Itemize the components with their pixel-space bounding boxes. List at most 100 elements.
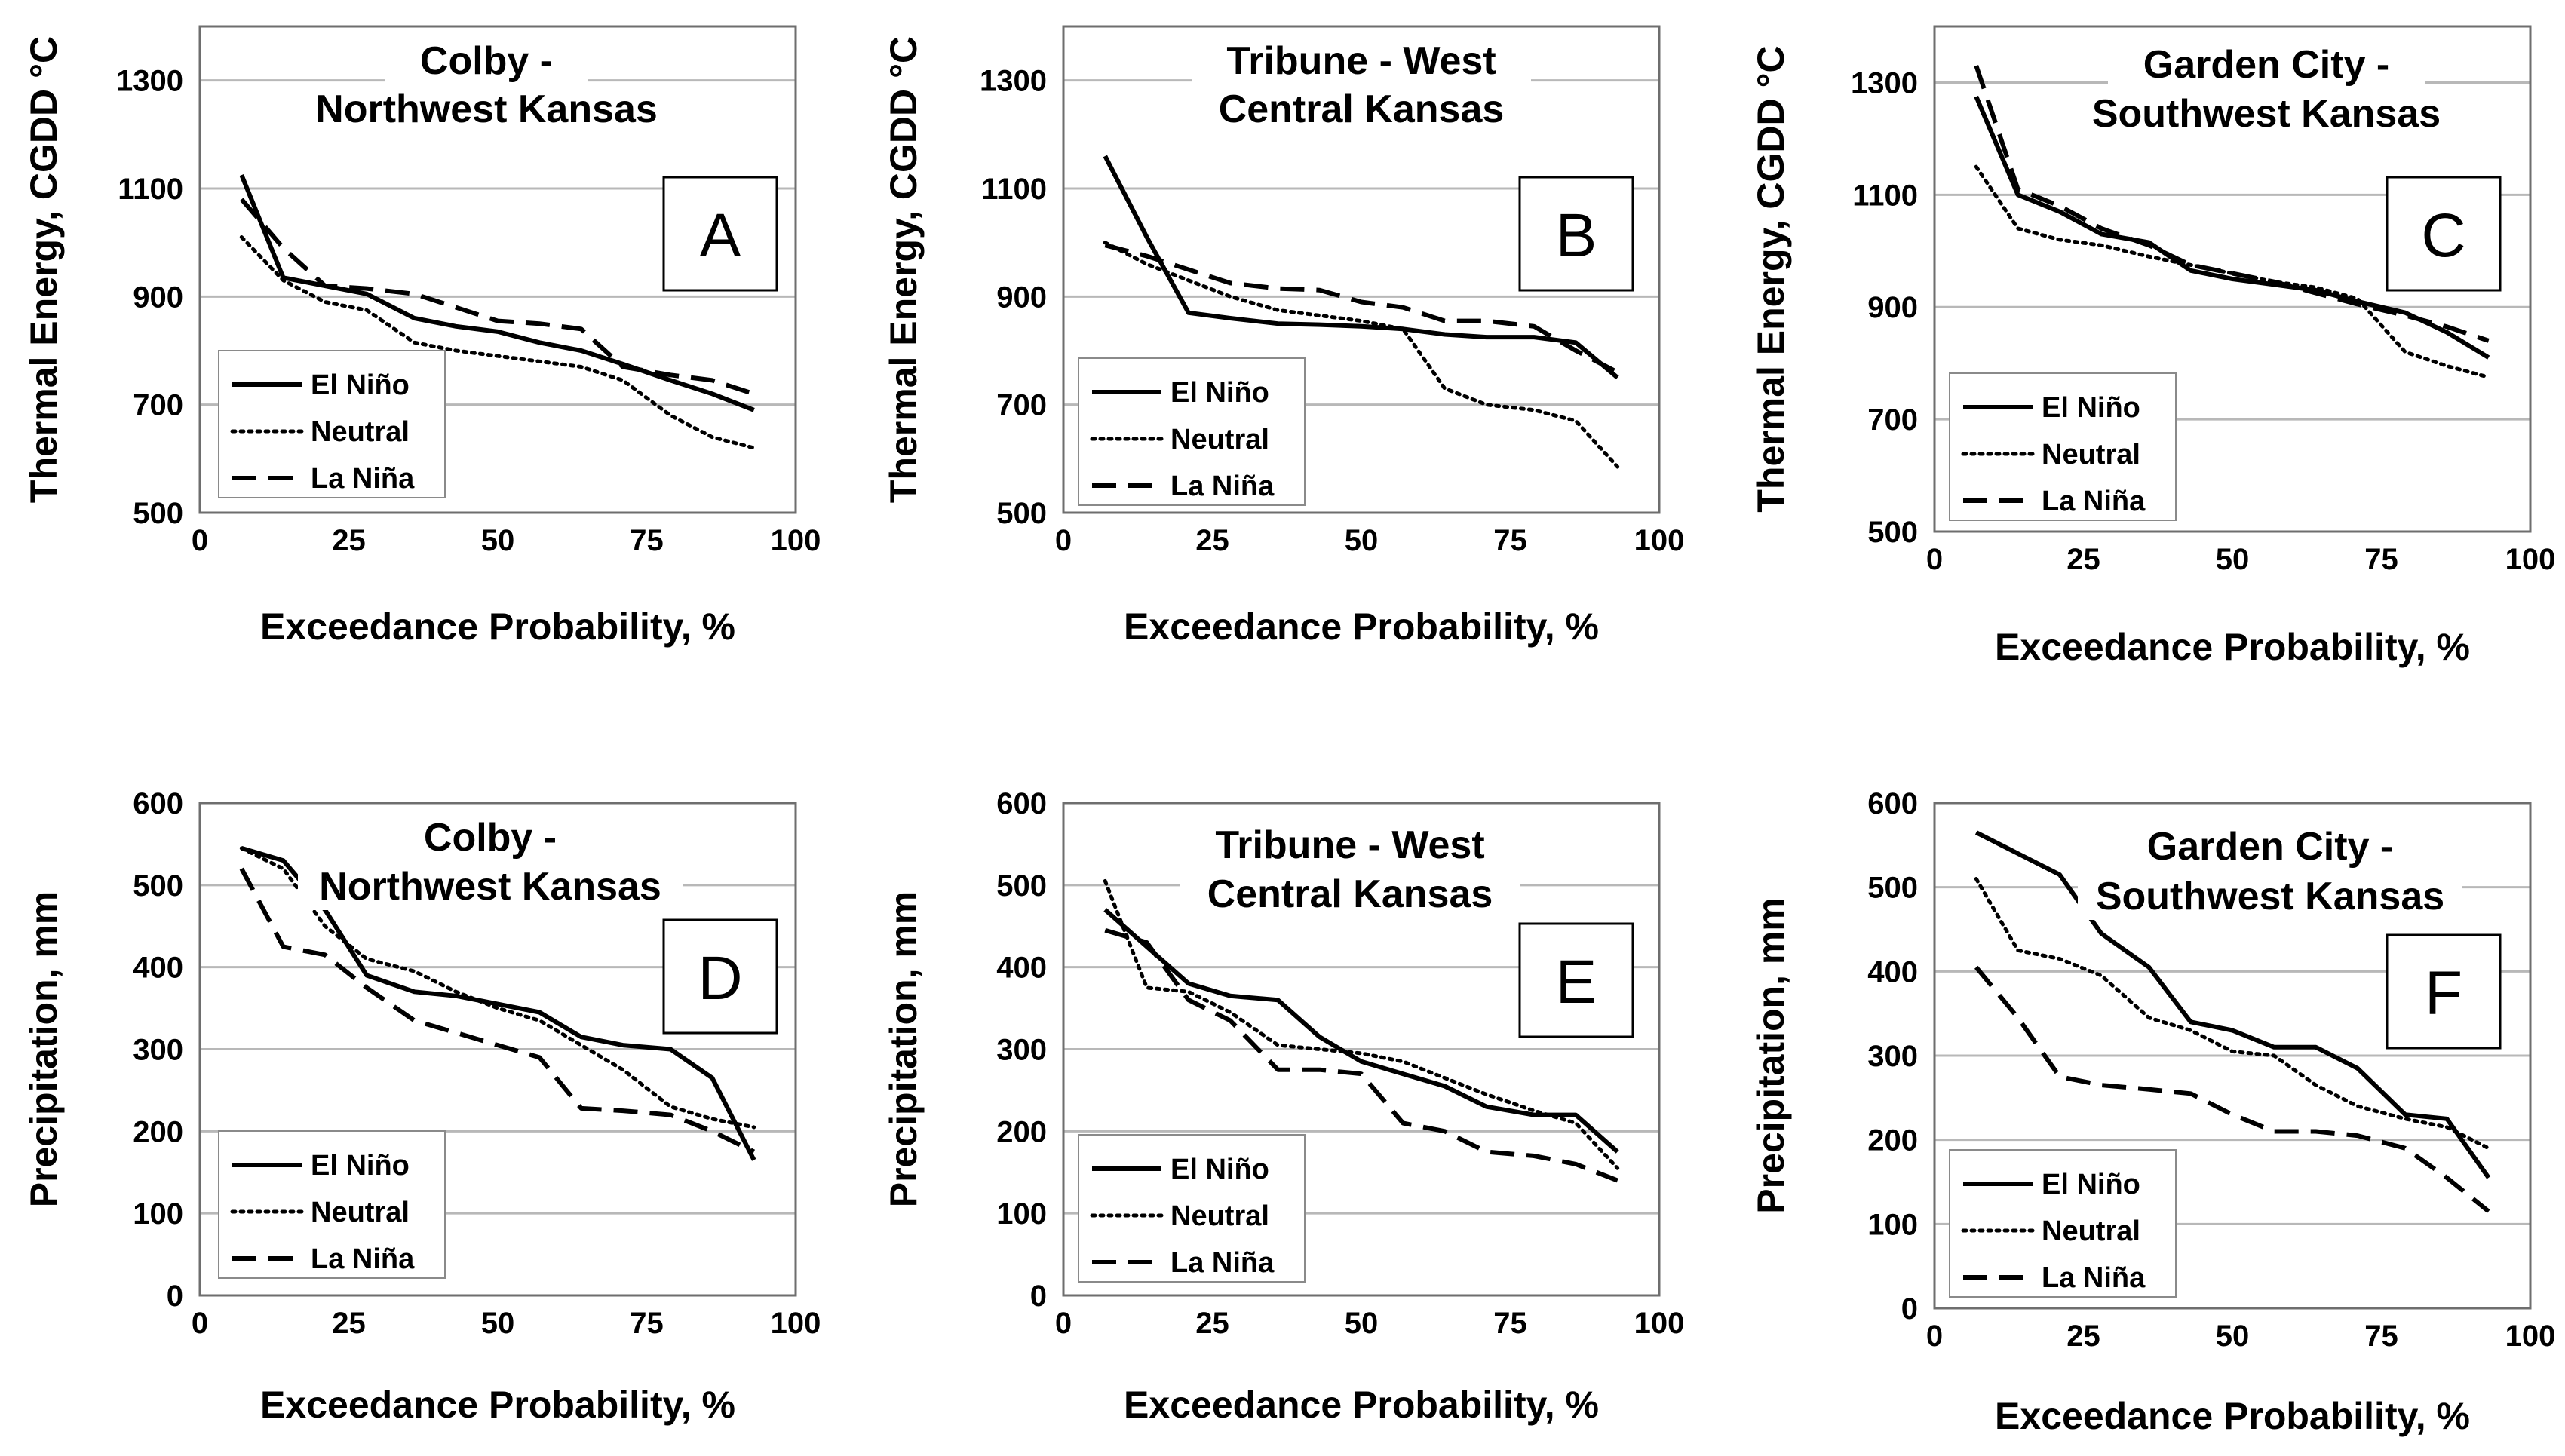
y-tick-label: 1100 — [1852, 179, 1918, 212]
y-tick-label: 400 — [133, 952, 183, 985]
series-line-dashed — [1104, 927, 1618, 1183]
x-axis-label: Exceedance Probability, % — [1124, 605, 1599, 648]
series-line-solid — [1974, 830, 2491, 1179]
panel-letter: F — [2425, 959, 2462, 1028]
legend-label: Neutral — [311, 1197, 410, 1228]
x-tick-label: 75 — [2364, 543, 2398, 576]
legend: El Niño Neutral La Niña — [1949, 372, 2177, 521]
legend: El Niño Neutral La Niña — [218, 1130, 446, 1279]
panel-e: 0 100 200 300 400 500 600 0 25 50 75 100 Exceedance … — [882, 787, 1684, 1426]
plot-frame — [1062, 802, 1661, 1297]
x-tick-label: 100 — [1634, 1307, 1685, 1340]
legend-label: Neutral — [311, 416, 410, 448]
y-axis-label: Precipitation, mm — [1750, 897, 1792, 1214]
y-axis-label: Thermal Energy, CGDD °C — [1750, 45, 1792, 512]
series-line-dotted — [1103, 241, 1620, 469]
legend: El Niño Neutral La Niña — [1078, 1134, 1306, 1283]
panel-c: 500 700 900 1100 1300 0 25 50 75 100 Exceedance Pr… — [1750, 25, 2555, 668]
y-tick-label: 500 — [996, 497, 1047, 530]
legend-label: Neutral — [2042, 1215, 2140, 1247]
panel-letter-box — [2386, 933, 2502, 1050]
panel-letter-box — [1518, 176, 1634, 292]
legend-box — [218, 350, 446, 498]
legend-label: El Niño — [2042, 1169, 2140, 1200]
title-backing — [2074, 92, 2459, 137]
x-tick-label: 100 — [771, 1307, 821, 1340]
panel-b: 500 700 900 1100 1300 0 25 50 75 100 Exceedance Pr… — [882, 25, 1685, 648]
panel-letter-box — [662, 176, 778, 292]
y-tick-label: 600 — [133, 787, 183, 820]
y-tick-label: 900 — [133, 280, 183, 314]
title-backing — [2078, 875, 2462, 920]
x-tick-label: 100 — [1634, 524, 1685, 557]
y-tick-label: 100 — [1867, 1208, 1918, 1241]
x-tick-label: 50 — [1345, 1307, 1379, 1340]
x-tick-label: 50 — [481, 524, 515, 557]
y-tick-label: 1300 — [980, 65, 1047, 98]
chart-title-line: Tribune - West — [1226, 39, 1496, 83]
series-line-dashed — [1104, 243, 1619, 375]
series-line-dotted — [1103, 878, 1620, 1170]
x-axis-label: Exceedance Probability, % — [260, 1384, 735, 1426]
x-tick-label: 75 — [1493, 524, 1527, 557]
legend-label: El Niño — [311, 369, 410, 401]
plot-frame — [1062, 25, 1661, 514]
series-line-solid — [1974, 95, 2490, 360]
title-backing — [294, 87, 679, 133]
chart-title-line: Garden City - — [2143, 43, 2390, 87]
legend-label: Neutral — [1171, 1200, 1269, 1232]
y-tick-label: 500 — [996, 869, 1047, 903]
panel-letter: A — [700, 201, 741, 270]
legend-box — [1949, 1149, 2177, 1298]
y-tick-label: 700 — [996, 389, 1047, 422]
x-tick-label: 75 — [630, 1307, 664, 1340]
x-tick-label: 75 — [630, 524, 664, 557]
title-backing — [388, 816, 592, 861]
y-tick-label: 400 — [996, 952, 1047, 985]
chart-title-line: Tribune - West — [1215, 823, 1484, 867]
y-tick-label: 500 — [1867, 516, 1918, 549]
y-tick-label: 200 — [996, 1115, 1047, 1148]
chart-title-line: Garden City - — [2147, 825, 2394, 869]
y-tick-label: 700 — [1867, 403, 1918, 437]
legend-label: Neutral — [1171, 424, 1269, 455]
y-tick-label: 1100 — [981, 173, 1047, 206]
x-tick-label: 50 — [2216, 543, 2250, 576]
y-tick-label: 300 — [996, 1034, 1047, 1067]
legend-label: El Niño — [311, 1150, 410, 1182]
x-tick-label: 25 — [2066, 543, 2100, 576]
legend-label: La Niña — [1171, 471, 1275, 502]
x-tick-label: 0 — [1055, 1307, 1072, 1340]
series-line-solid — [1103, 155, 1619, 380]
legend-box — [1078, 357, 1306, 506]
y-tick-label: 0 — [1901, 1292, 1918, 1326]
legend-box — [1949, 372, 2177, 521]
panel-a: 500 700 900 1100 1300 0 25 50 75 100 Exceedance Pr… — [23, 25, 821, 648]
panel-letter-box — [1518, 922, 1634, 1038]
y-tick-label: 100 — [996, 1197, 1047, 1231]
x-tick-label: 25 — [1195, 1307, 1229, 1340]
x-tick-label: 0 — [192, 1307, 208, 1340]
x-tick-label: 25 — [2066, 1320, 2100, 1353]
chart-title-line: Southwest Kansas — [2096, 875, 2444, 918]
panel-letter-box — [2386, 176, 2502, 292]
plot-frame — [1933, 25, 2532, 533]
title-backing — [298, 865, 683, 910]
series-line-dotted — [239, 235, 756, 450]
legend-label: El Niño — [2042, 392, 2140, 424]
series-line-solid — [1103, 908, 1619, 1154]
plot-frame — [198, 802, 797, 1297]
y-tick-label: 200 — [133, 1115, 183, 1148]
x-tick-label: 100 — [2505, 1320, 2556, 1353]
x-tick-label: 50 — [2216, 1320, 2250, 1353]
legend: El Niño Neutral La Niña — [1949, 1149, 2177, 1298]
x-tick-label: 0 — [1926, 543, 1943, 576]
legend-label: La Niña — [2042, 486, 2146, 517]
title-backing — [2112, 825, 2428, 870]
legend-label: Neutral — [2042, 439, 2140, 471]
legend-box — [1078, 1134, 1306, 1283]
chart-title-line: Colby - — [420, 39, 553, 83]
x-tick-label: 25 — [332, 1307, 366, 1340]
panel-letter: C — [2421, 201, 2465, 270]
x-tick-label: 100 — [771, 524, 821, 557]
